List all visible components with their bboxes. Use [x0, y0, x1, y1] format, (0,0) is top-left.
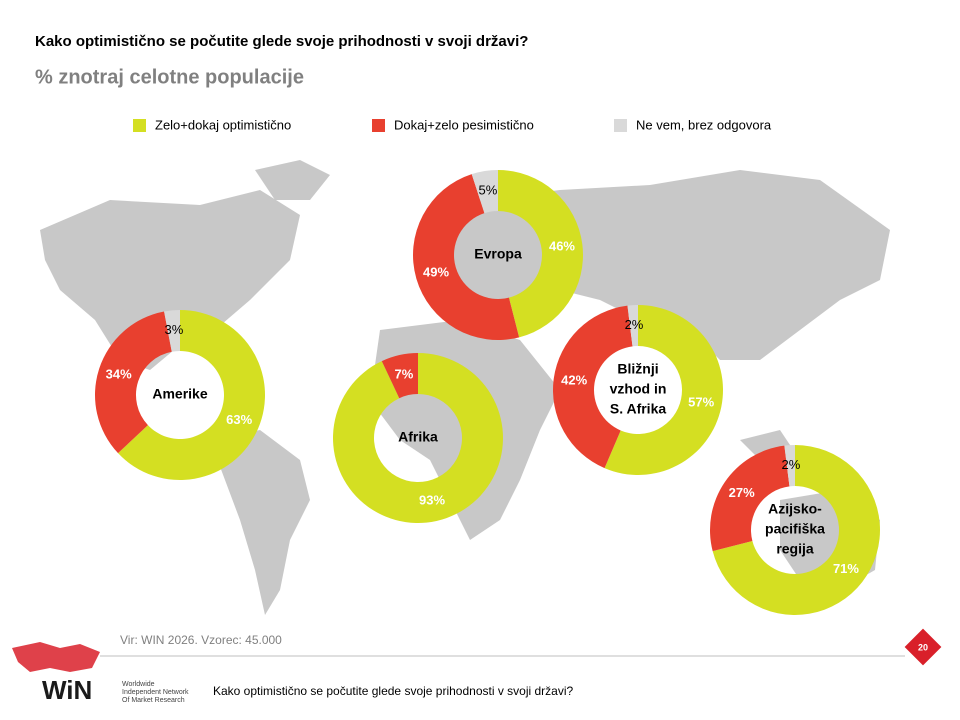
data-label: 63% — [226, 412, 252, 427]
donut-segment — [784, 445, 795, 487]
data-label: 27% — [729, 485, 755, 500]
data-label: 49% — [423, 264, 449, 279]
data-label: 34% — [106, 367, 132, 382]
donut-segment — [332, 353, 503, 523]
legend-swatch — [614, 119, 627, 132]
legend-label: Dokaj+zelo pesimistično — [394, 117, 534, 132]
subtitle: % znotraj celotne populacije — [35, 66, 304, 88]
logo-dots — [12, 642, 100, 672]
region-label: Azijsko- — [768, 501, 822, 517]
data-label: 2% — [625, 317, 644, 332]
donut-segment — [118, 310, 266, 481]
data-label: 5% — [479, 183, 498, 198]
donut-segment — [381, 353, 418, 399]
donut-segment — [471, 170, 498, 214]
logo-line: Worldwide — [122, 681, 155, 688]
region-label: pacifiška — [765, 521, 825, 537]
charts: 46% 49% 5% Evropa 63% 34% 3% Amerike 93% 7% Afrika… — [95, 170, 881, 616]
data-label: 7% — [395, 366, 414, 381]
legend-swatch — [133, 119, 146, 132]
legend-swatch — [372, 119, 385, 132]
donut-segment — [627, 305, 638, 347]
source: Vir: WIN 2026. Vzorec: 45.000 — [120, 633, 282, 647]
data-label: 93% — [419, 492, 445, 507]
donut-segment — [604, 304, 724, 475]
legend-label: Zelo+dokaj optimistično — [155, 117, 291, 132]
logo-text: WiN — [42, 675, 92, 705]
page-number: 20 — [918, 642, 928, 652]
region-label: vzhod in — [610, 381, 667, 397]
region-label: regija — [776, 541, 814, 557]
donut-segment — [95, 311, 172, 454]
data-label: 3% — [165, 322, 184, 337]
footer-question: Kako optimistično se počutite glede svoj… — [213, 684, 574, 698]
legend: Zelo+dokaj optimistično Dokaj+zelo pesimi… — [133, 117, 772, 132]
data-label: 42% — [561, 372, 587, 387]
donut-segment — [553, 305, 633, 469]
region-label: Amerike — [152, 386, 207, 402]
data-label: 71% — [833, 561, 859, 576]
page-badge — [904, 628, 942, 666]
donut-segment — [712, 445, 881, 616]
donut-segment — [498, 170, 583, 338]
region-label: Bližnji — [617, 361, 658, 377]
donut-segment — [164, 310, 180, 352]
region-label: Afrika — [398, 429, 438, 445]
region-label: S. Afrika — [610, 401, 666, 417]
region-label: Evropa — [474, 246, 522, 262]
data-label: 2% — [782, 457, 801, 472]
logo-line: Of Market Research — [122, 697, 185, 704]
donut-segment — [709, 445, 790, 552]
donut-segment — [413, 174, 520, 340]
legend-label: Ne vem, brez odgovora — [636, 117, 772, 132]
logo-line: Independent Network — [122, 689, 189, 696]
data-label: 46% — [549, 238, 575, 253]
data-label: 57% — [688, 394, 714, 409]
title: Kako optimistično se počutite glede svoj… — [35, 33, 528, 50]
